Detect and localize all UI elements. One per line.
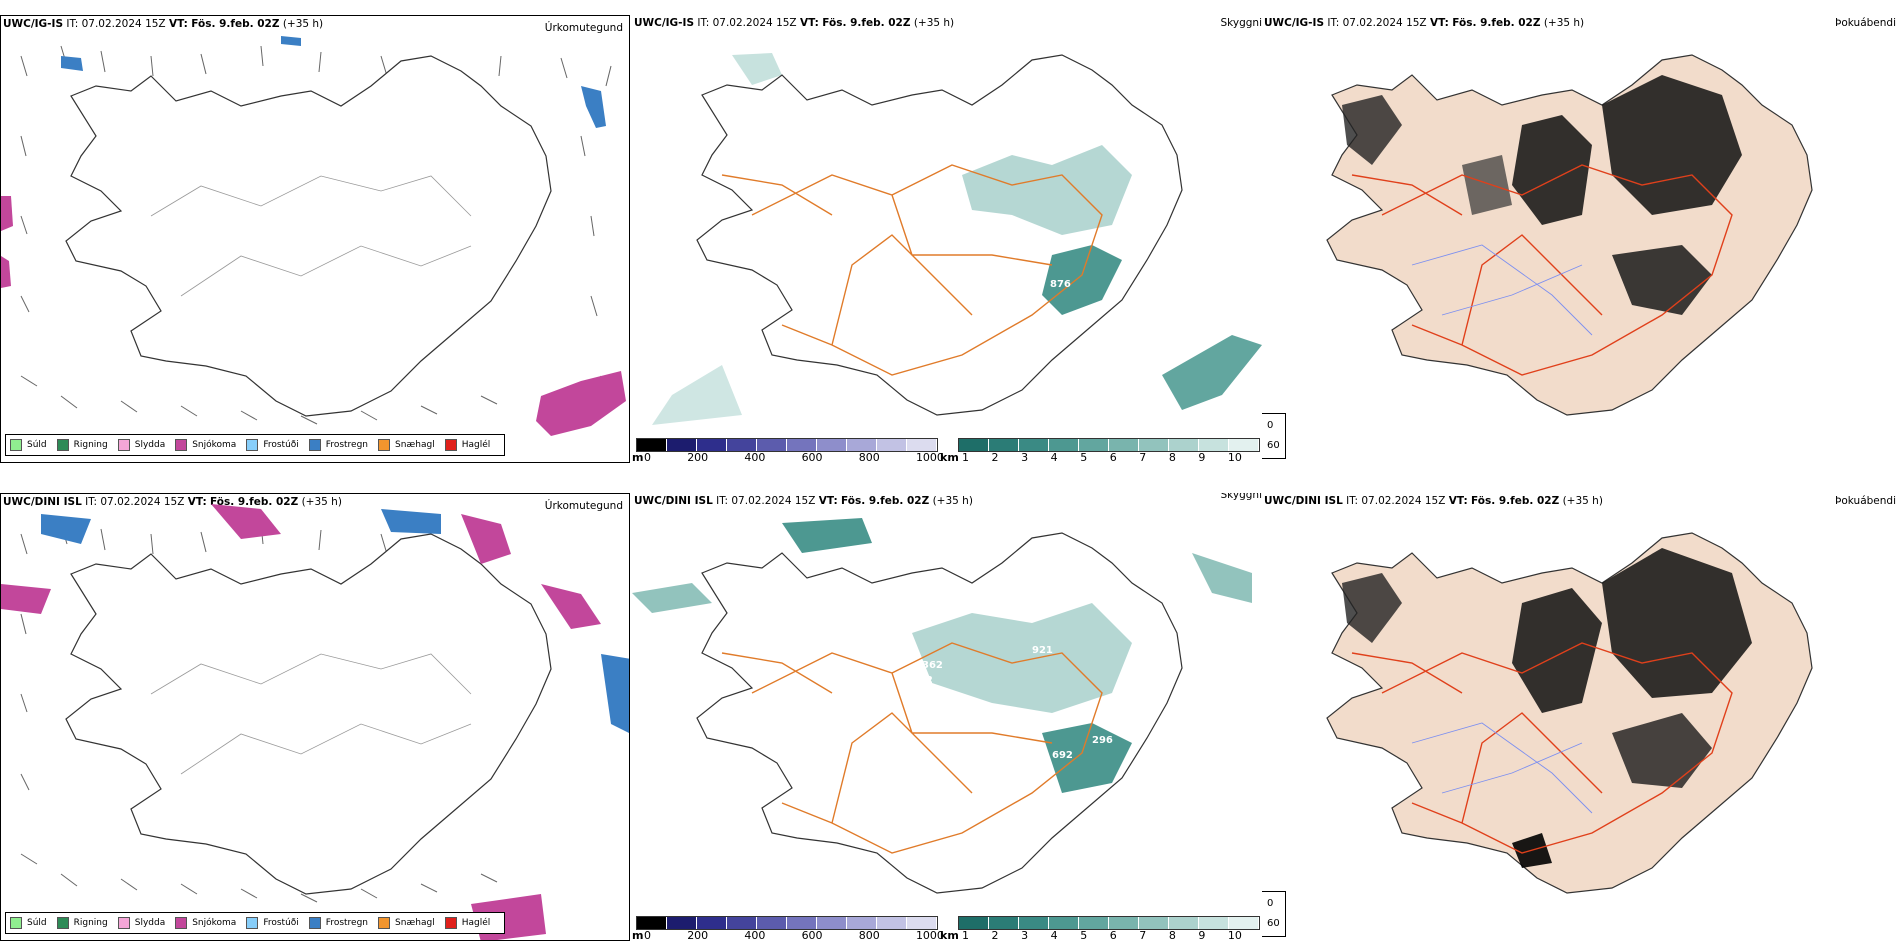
visibility-colorbar bbox=[958, 916, 1260, 930]
panel-title: Skyggni bbox=[1220, 17, 1263, 29]
legend-item: Rigning bbox=[56, 439, 108, 451]
legend-item: Slydda bbox=[117, 439, 165, 451]
legend-item: Snæhagl bbox=[378, 439, 435, 451]
panel-title: Skyggni bbox=[1220, 493, 1263, 501]
legend-item: Snjókoma bbox=[175, 917, 236, 929]
height-ticks: 0 200 400 600 800 1000 bbox=[644, 451, 944, 463]
panel-header: UWC/DINI ISL IT: 07.02.2024 15Z VT: Fös.… bbox=[634, 495, 973, 507]
fog-indicator-panel-row2: UWC/DINI ISL IT: 07.02.2024 15Z VT: Fös.… bbox=[1262, 493, 1898, 941]
precip-type-panel-row2: UWC/DINI ISL IT: 07.02.2024 15Z VT: Fös.… bbox=[0, 493, 630, 941]
panel-header: UWC/IG-IS IT: 07.02.2024 15Z VT: Fös. 9.… bbox=[634, 17, 955, 29]
panel-title: Þokuábendi bbox=[1835, 495, 1896, 507]
visibility-panel-row2: UWC/DINI ISL IT: 07.02.2024 15Z VT: Fös.… bbox=[632, 493, 1262, 941]
precip-type-panel-row1: UWC/IG-IS IT: 07.02.2024 15Z VT: Fös. 9.… bbox=[0, 15, 630, 463]
precip-legend: Súld Rigning Slydda Snjókoma Frostúði Fr… bbox=[5, 434, 506, 456]
legend-item: Súld bbox=[10, 917, 47, 929]
visibility-unit: km bbox=[940, 929, 959, 941]
height-unit: m bbox=[632, 451, 644, 463]
visibility-value-label: 332 bbox=[912, 675, 933, 686]
visibility-map: 876 bbox=[652, 53, 1262, 425]
panel-header: UWC/DINI ISL IT: 07.02.2024 15Z VT: Fös.… bbox=[1264, 495, 1603, 507]
visibility-value-label: 296 bbox=[1092, 735, 1113, 746]
legend-item: Frostúði bbox=[246, 439, 299, 451]
panel-title: Úrkomutegund bbox=[544, 500, 623, 512]
legend-item: Frostregn bbox=[308, 917, 368, 929]
visibility-value-label: 692 bbox=[1052, 750, 1073, 761]
legend-item: Slydda bbox=[117, 917, 165, 929]
precip-map bbox=[1, 36, 626, 436]
height-colorbar bbox=[636, 438, 938, 452]
legend-item: Súld bbox=[10, 439, 47, 451]
legend-item: Haglél bbox=[444, 439, 490, 451]
legend-item: Frostúði bbox=[246, 917, 299, 929]
legend-item: Snæhagl bbox=[378, 917, 435, 929]
panel-title: Þokuábendi bbox=[1835, 17, 1896, 29]
visibility-colorbar bbox=[958, 438, 1260, 452]
visibility-map: 362 332 921 692 296 146 bbox=[632, 518, 1252, 894]
panel-header: UWC/IG-IS IT: 07.02.2024 15Z VT: Fös. 9.… bbox=[3, 18, 324, 30]
panel-header: UWC/DINI ISL IT: 07.02.2024 15Z VT: Fös.… bbox=[3, 496, 342, 508]
fog-indicator-panel-row1: UWC/IG-IS IT: 07.02.2024 15Z VT: Fös. 9.… bbox=[1262, 15, 1898, 463]
precip-legend: Súld Rigning Slydda Snjókoma Frostúði Fr… bbox=[5, 912, 506, 934]
fog-legend: 0 60 bbox=[1262, 891, 1286, 937]
panel-title: Úrkomutegund bbox=[544, 22, 623, 34]
visibility-unit: km bbox=[940, 451, 959, 463]
height-unit: m bbox=[632, 929, 644, 941]
legend-item: Snjókoma bbox=[175, 439, 236, 451]
fog-map bbox=[1326, 532, 1813, 894]
legend-item: Frostregn bbox=[308, 439, 368, 451]
fog-map bbox=[1326, 54, 1813, 416]
legend-item: Rigning bbox=[56, 917, 108, 929]
visibility-panel-row1: UWC/IG-IS IT: 07.02.2024 15Z VT: Fös. 9.… bbox=[632, 15, 1262, 463]
visibility-value-label: 362 bbox=[922, 660, 943, 671]
visibility-value-label: 146 bbox=[1102, 605, 1123, 616]
visibility-ticks: 1 2 3 4 5 6 7 8 9 10 bbox=[962, 451, 1242, 463]
height-ticks: 0 200 400 600 800 1000 bbox=[644, 929, 944, 941]
precip-map bbox=[1, 504, 629, 940]
fog-legend: 0 60 bbox=[1262, 413, 1286, 459]
visibility-value-label: 921 bbox=[1032, 645, 1053, 656]
height-colorbar bbox=[636, 916, 938, 930]
visibility-ticks: 1 2 3 4 5 6 7 8 9 10 bbox=[962, 929, 1242, 941]
panel-header: UWC/IG-IS IT: 07.02.2024 15Z VT: Fös. 9.… bbox=[1264, 17, 1585, 29]
legend-item: Haglél bbox=[444, 917, 490, 929]
visibility-value-label: 876 bbox=[1050, 279, 1071, 290]
